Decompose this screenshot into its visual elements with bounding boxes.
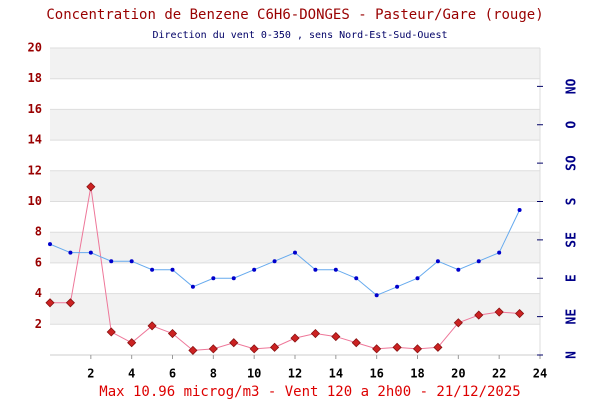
x-tick-label: 6 (169, 367, 176, 381)
point (374, 293, 379, 298)
x-tick-label: 12 (288, 367, 302, 381)
y2-tick-label: O (565, 121, 580, 129)
point (392, 342, 402, 352)
point (188, 345, 198, 355)
point (333, 267, 338, 272)
point (249, 344, 259, 354)
point (48, 242, 52, 247)
y2-tick-label: SO (565, 155, 580, 171)
x-tick-label: 8 (210, 367, 217, 381)
point (453, 318, 463, 328)
y2-tick-label: NE (565, 309, 580, 325)
point (494, 307, 504, 317)
grid-band (50, 232, 540, 263)
point (252, 267, 257, 272)
x-tick-label: 24 (533, 367, 547, 381)
x-tick-label: 14 (329, 367, 343, 381)
grid-band (50, 170, 540, 202)
y2-tick-label: N (565, 351, 580, 359)
y-tick-label: 2 (35, 317, 42, 331)
point (354, 276, 359, 281)
y2-tick-label: NO (565, 78, 580, 94)
point (127, 338, 137, 348)
x-tick-label: 18 (410, 367, 424, 381)
y-tick-label: 14 (28, 133, 42, 147)
point (211, 276, 216, 281)
point (65, 298, 75, 308)
y2-tick-label: S (565, 197, 580, 205)
y2-tick-label: SE (565, 232, 580, 248)
y2-tick-label: E (565, 274, 580, 282)
point (310, 328, 320, 339)
point (517, 208, 522, 213)
x-tick-label: 10 (247, 367, 261, 381)
series-line (50, 186, 520, 351)
point (372, 344, 382, 354)
series-line (49, 209, 521, 296)
x-tick-label: 20 (451, 367, 465, 381)
point (270, 342, 280, 352)
point (147, 321, 157, 331)
y-tick-label: 4 (35, 286, 42, 300)
x-tick-label: 16 (369, 367, 383, 381)
point (497, 250, 502, 255)
chart-title: Concentration de Benzene C6H6-DONGES - P… (46, 7, 543, 23)
point (435, 259, 440, 264)
point (88, 250, 93, 255)
point (395, 284, 400, 289)
point (229, 338, 239, 348)
point (272, 259, 277, 264)
point (331, 332, 341, 342)
point (109, 259, 114, 264)
point (68, 250, 73, 255)
point (208, 344, 218, 354)
y-tick-label: 10 (28, 194, 42, 208)
point (129, 259, 134, 264)
point (313, 267, 318, 272)
point (170, 267, 175, 272)
point (290, 333, 300, 343)
y-tick-label: 18 (28, 71, 42, 85)
y-tick-label: 20 (28, 41, 42, 55)
grid-band (50, 109, 540, 141)
point (412, 344, 423, 354)
point (190, 284, 195, 289)
point (415, 276, 420, 281)
point (456, 267, 461, 272)
annotation: Max 10.96 microg/m3 - Vent 120 a 2h00 - … (99, 384, 520, 400)
point (167, 328, 178, 339)
grid-band (50, 48, 540, 79)
chart-subtitle: Direction du vent 0-350 , sens Nord-Est-… (152, 30, 447, 41)
x-tick-label: 2 (87, 367, 94, 381)
point (106, 327, 116, 337)
point (474, 310, 484, 320)
point (86, 182, 96, 192)
x-tick-label: 4 (128, 367, 135, 381)
point (150, 267, 155, 272)
y-tick-label: 8 (35, 225, 42, 239)
y-tick-label: 16 (28, 102, 42, 116)
y-tick-label: 12 (28, 163, 42, 177)
point (351, 338, 361, 348)
point (45, 298, 55, 308)
x-tick-label: 22 (492, 367, 506, 381)
point (231, 276, 236, 281)
point (515, 308, 525, 319)
y-tick-label: 6 (35, 255, 42, 269)
point (476, 259, 481, 264)
point (433, 342, 443, 352)
point (293, 250, 297, 255)
